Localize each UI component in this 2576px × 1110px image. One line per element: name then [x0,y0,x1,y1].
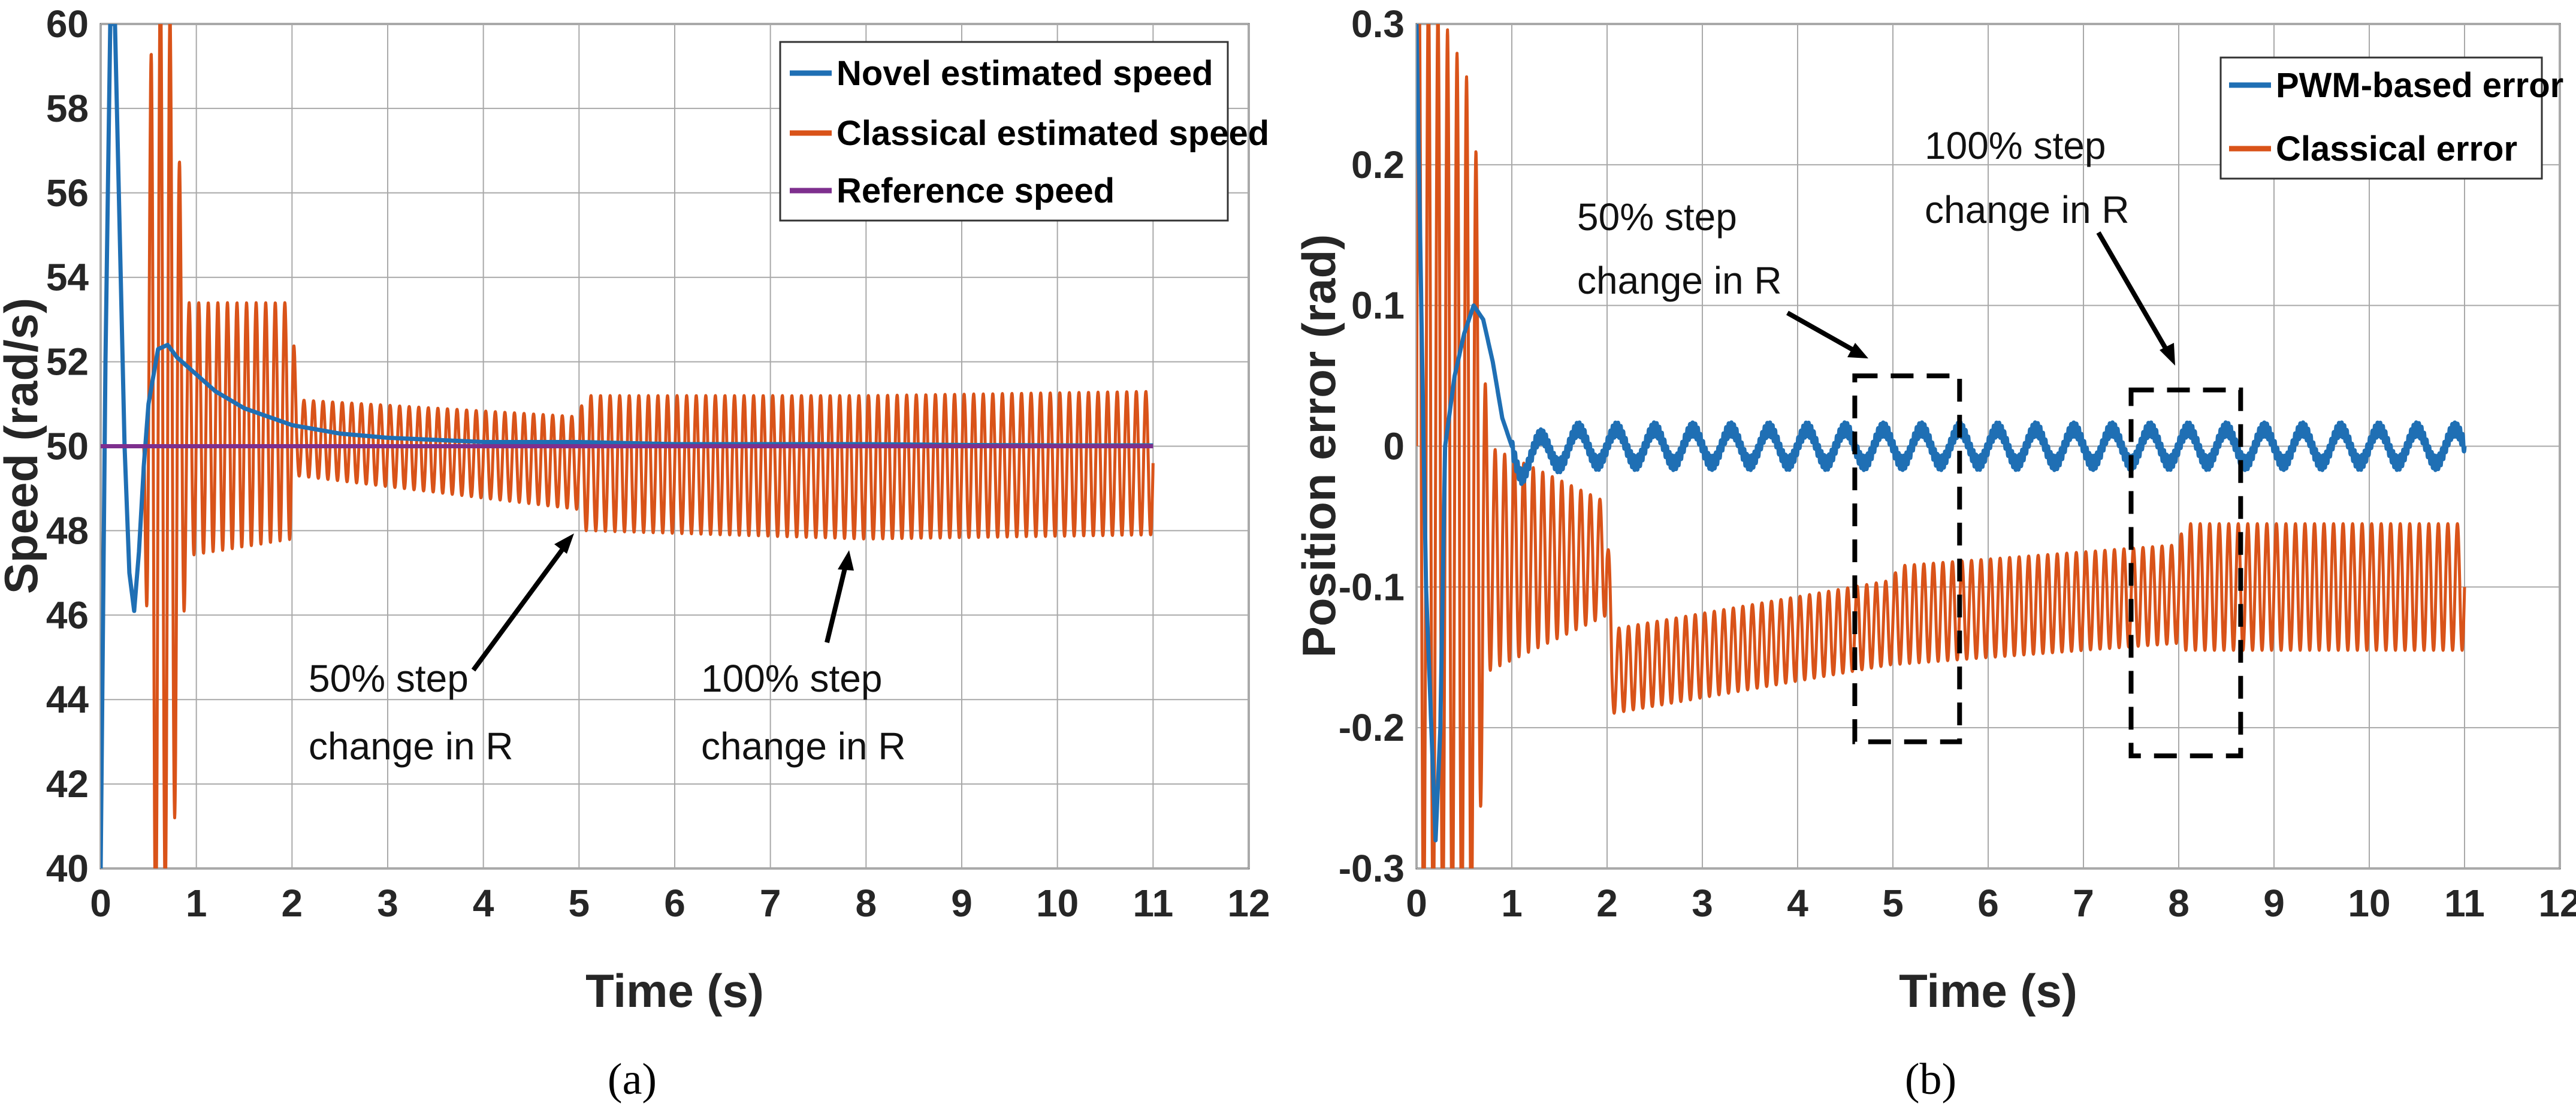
chart-a-ytick-58: 58 [46,87,89,130]
chart-b-highlight-box-2 [2128,387,2243,759]
chart-b-series-classical-error [1417,24,2466,868]
annotation-a-100-line2: change in R [701,725,906,768]
chart-b-xlabel: Time (s) [1899,964,2077,1017]
chart-b-xtick-11: 11 [2444,882,2485,925]
chart-a-ytick-48: 48 [46,509,89,552]
annotation-a-50-line2: change in R [309,725,514,768]
chart-b-ytick-0.3: 0.3 [1351,2,1405,46]
chart-b-xtick-9: 9 [2263,882,2285,925]
annotation-a-50-line1: 50% step [309,657,469,700]
chart-a-series-classical-estimated-speed [142,24,1155,868]
chart-a-ytick-46: 46 [46,593,89,637]
chart-b-xtick-3: 3 [1692,882,1713,925]
caption-b: (b) [1905,1055,1956,1104]
annotation-b-100-arrowhead [2160,343,2175,366]
chart-b-annotations: 50% step change in R 100% step change in… [1577,124,2175,366]
legend-label-classical: Classical estimated speed [836,114,1269,153]
chart-a-annotations: 50% step change in R 100% step change in… [309,533,906,768]
chart-b-xtick-7: 7 [2073,882,2094,925]
chart-a-xtick-10: 10 [1036,882,1079,925]
annotation-b-100-line1: 100% step [1925,124,2106,167]
chart-a-ytick-60: 60 [46,2,89,46]
chart-a-ylabel: Speed (rad/s) [0,298,47,594]
chart-b-highlight-boxes [1852,373,2243,759]
chart-b-ytick--0.1: -0.1 [1339,565,1405,608]
chart-b-xtick-0: 0 [1406,882,1427,925]
chart-a-xtick-8: 8 [856,882,877,925]
annotation-a-100-arrowhead [838,550,854,571]
chart-b-xtick-2: 2 [1596,882,1618,925]
chart-b-ytick--0.3: -0.3 [1339,847,1405,890]
chart-b-xtick-10: 10 [2348,882,2390,925]
annotation-b-100-line2: change in R [1925,188,2130,231]
annotation-a-100-line1: 100% step [701,657,882,700]
chart-b-series [1417,24,2467,868]
chart-a-xtick-5: 5 [569,882,590,925]
legend-label-novel: Novel estimated speed [836,54,1213,93]
chart-b-ytick-0.1: 0.1 [1351,284,1405,327]
chart-b-xtick-1: 1 [1501,882,1523,925]
chart-b-xtick-6: 6 [1977,882,1999,925]
annotation-b-50-arrow [1786,310,1859,355]
chart-b-ylabel: Position error (rad) [1292,234,1345,657]
chart-b-ytick-0: 0 [1383,425,1405,468]
chart-a-xtick-0: 0 [90,882,111,925]
legend-label-classical-error: Classical error [2276,129,2517,168]
chart-b-ytick--0.2: -0.2 [1339,706,1405,749]
chart-a-xtick-7: 7 [760,882,781,925]
annotation-b-50-arrowhead [1847,343,1868,358]
chart-a-ytick-50: 50 [46,425,89,468]
chart-b-legend-box [2219,56,2543,180]
chart-a-ytick-44: 44 [46,678,89,721]
chart-a-xtick-6: 6 [664,882,685,925]
chart-a-xtick-1: 1 [186,882,207,925]
chart-a-legend: Novel estimated speed Classical estimate… [779,41,1269,222]
chart-b-ticks: 0 1 2 3 4 5 6 7 8 9 10 11 12-0.3-0.2-0.100.10.20.3 [1339,2,2576,925]
legend-label-reference: Reference speed [836,171,1115,210]
chart-b-xtick-8: 8 [2168,882,2190,925]
chart-a-ytick-42: 42 [46,762,89,806]
chart-b-series-pwm-based-error [1417,24,2467,843]
chart-a-ytick-54: 54 [46,256,89,299]
chart-a-xtick-3: 3 [377,882,398,925]
annotation-a-50-arrowhead [554,533,574,554]
annotation-a-50-arrow [471,540,570,672]
annotation-b-50-line1: 50% step [1577,195,1737,239]
chart-b-xtick-5: 5 [1882,882,1904,925]
chart-a-ytick-56: 56 [46,171,89,215]
chart-a-xtick-11: 11 [1133,882,1174,925]
chart-b-ytick-0.2: 0.2 [1351,143,1405,186]
chart-a-xtick-2: 2 [282,882,303,925]
chart-a-xtick-4: 4 [473,882,494,925]
chart-b: 0 1 2 3 4 5 6 7 8 9 10 11 12-0.3-0.2-0.100.10.20.3 T… [1292,2,2576,1104]
chart-a-ytick-40: 40 [46,847,89,890]
caption-a: (a) [608,1055,657,1104]
chart-b-highlight-box-1 [1852,373,1962,744]
annotation-b-100-arrow [2096,231,2170,354]
legend-label-pwm: PWM-based error [2276,66,2563,105]
chart-a-ytick-52: 52 [46,340,89,384]
chart-b-xtick-12: 12 [2538,882,2576,925]
chart-b-legend: PWM-based error Classical error [2219,56,2563,180]
chart-a-xtick-12: 12 [1227,882,1270,925]
annotation-a-100-arrow [825,563,848,643]
chart-a-xlabel: Time (s) [585,964,764,1017]
annotation-b-50-line2: change in R [1577,259,1782,302]
chart-a-series [101,24,1155,868]
chart-a-xtick-9: 9 [951,882,973,925]
chart-a-legend-box [779,41,1229,222]
chart-b-xtick-4: 4 [1787,882,1808,925]
